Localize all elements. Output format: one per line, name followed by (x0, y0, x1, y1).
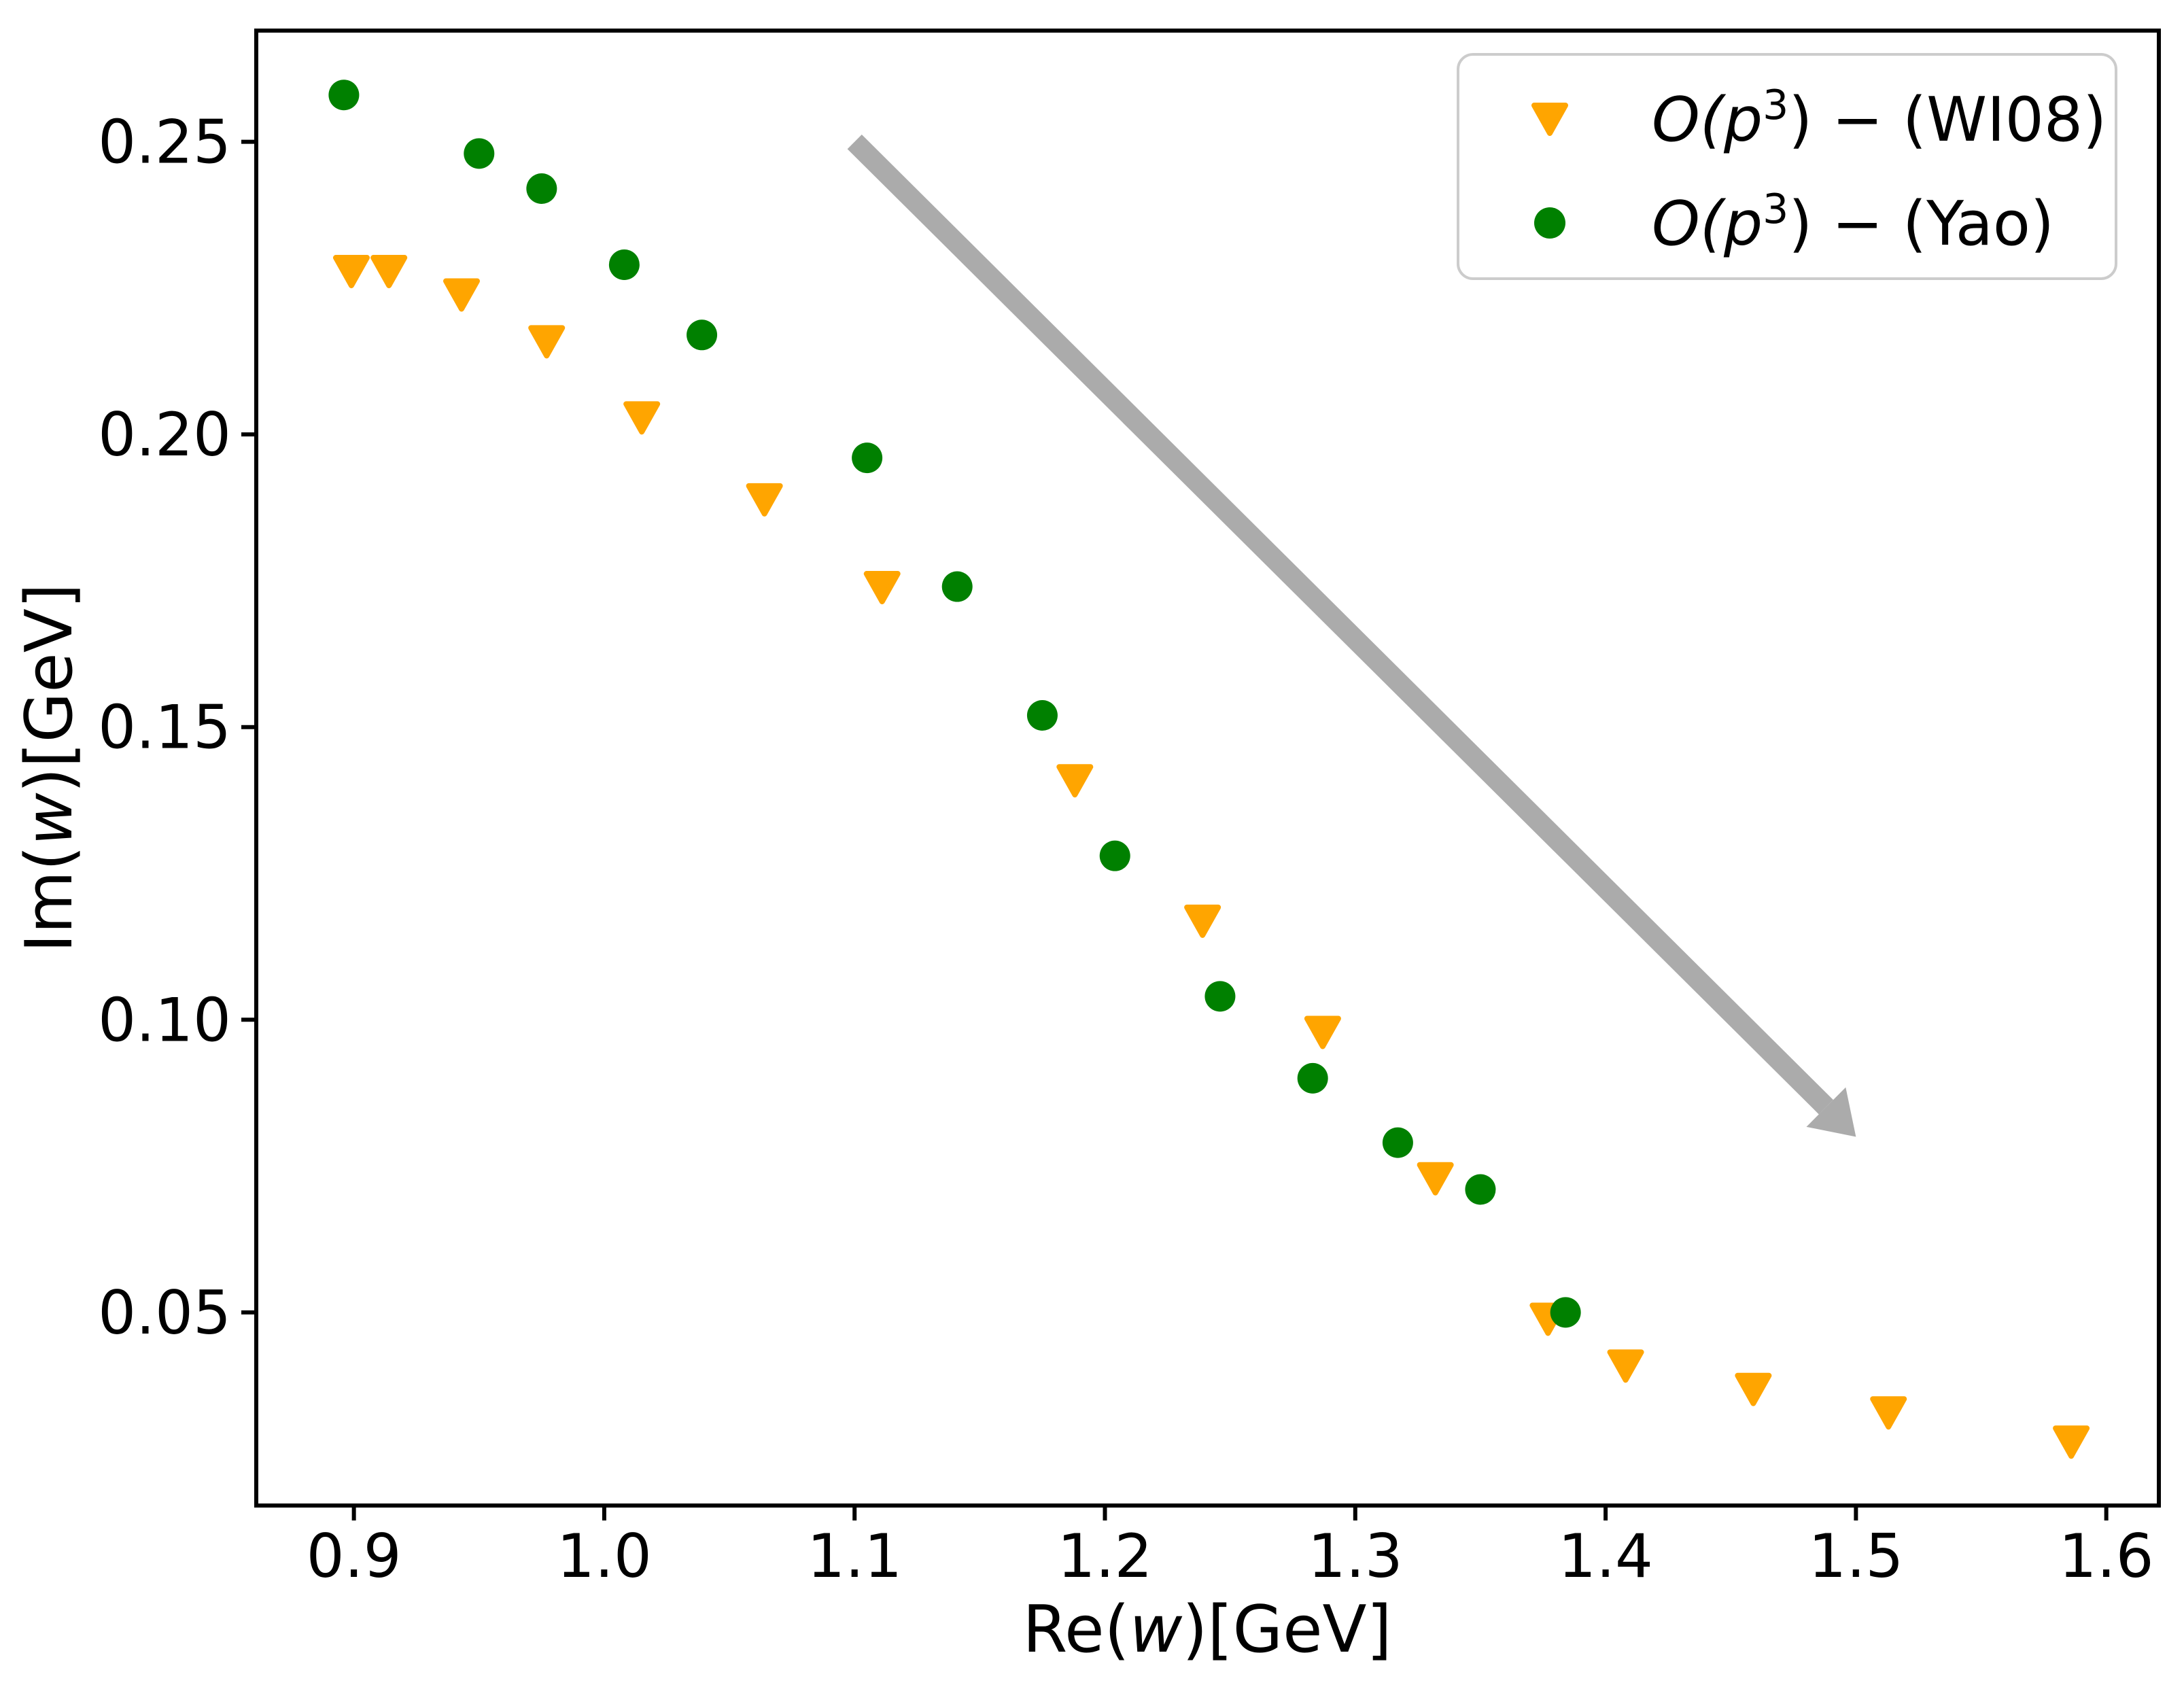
wi08-marker-3 (528, 325, 566, 359)
x-tick-label-4: 1.3 (1308, 1521, 1403, 1591)
x-tick-label-6: 1.5 (1808, 1521, 1903, 1591)
yao-marker-7 (1026, 700, 1058, 731)
legend-entry-wi08: O(p3) − (WI08) (1531, 82, 2107, 156)
yao-marker-10 (1297, 1062, 1328, 1094)
wi08-marker-10 (1417, 1162, 1454, 1196)
wi08-marker-4 (623, 401, 661, 435)
x-tick-label-7: 1.6 (2059, 1521, 2154, 1591)
x-axis-ticks: 0.9 1.0 1.1 1.2 1.3 1.4 1.5 1.6 (307, 1506, 2154, 1591)
x-tick-label-2: 1.1 (807, 1521, 902, 1591)
x-tick-label-1: 1.0 (557, 1521, 652, 1591)
x-tick-label-0: 0.9 (307, 1521, 402, 1591)
yao-marker-4 (687, 319, 718, 351)
x-tick-label-3: 1.2 (1058, 1521, 1153, 1591)
series-yao (328, 80, 1581, 1328)
wi08-marker-12 (1607, 1349, 1644, 1383)
plot-area (254, 29, 2161, 1508)
legend-label-yao: O(p3) − (Yao) (1652, 186, 2054, 260)
wi08-marker-7 (1056, 764, 1094, 798)
yao-marker-9 (1204, 981, 1236, 1012)
wi08-marker-6 (863, 571, 901, 605)
yao-marker-3 (608, 249, 640, 280)
triangle-down-icon (1531, 103, 1568, 136)
legend-frame (1457, 53, 2117, 280)
wi08-marker-1 (370, 255, 408, 289)
y-axis-label: Im(w)[GeV] (12, 583, 87, 953)
yao-marker-12 (1465, 1174, 1496, 1205)
series-wi08 (332, 255, 2090, 1459)
yao-marker-2 (526, 173, 557, 204)
trajectory-arrow (847, 134, 1856, 1137)
wi08-marker-8 (1184, 904, 1221, 938)
wi08-marker-14 (1870, 1396, 1907, 1430)
arrow-shaft (847, 134, 1833, 1115)
yao-marker-0 (328, 80, 360, 111)
arrow-head-icon (1806, 1087, 1856, 1137)
y-tick-label-3: 0.20 (98, 400, 231, 470)
wi08-marker-0 (332, 255, 370, 289)
yao-marker-11 (1382, 1127, 1413, 1158)
wi08-marker-9 (1304, 1015, 1341, 1049)
wi08-marker-13 (1735, 1372, 1772, 1406)
yao-marker-1 (464, 138, 495, 169)
legend-entry-yao: O(p3) − (Yao) (1534, 186, 2054, 260)
x-tick-label-5: 1.4 (1558, 1521, 1653, 1591)
wi08-marker-5 (746, 483, 783, 517)
yao-marker-8 (1099, 840, 1130, 871)
legend: O(p3) − (WI08) O(p3) − (Yao) (1457, 53, 2117, 280)
wi08-marker-2 (443, 278, 480, 312)
x-axis-label: Re(w)[GeV] (1022, 1593, 1391, 1667)
circle-icon (1534, 207, 1565, 239)
y-tick-label-1: 0.10 (98, 985, 231, 1055)
yao-marker-6 (941, 571, 973, 602)
yao-marker-5 (852, 442, 883, 474)
yao-marker-13 (1550, 1297, 1581, 1328)
y-axis-ticks: 0.05 0.10 0.15 0.20 0.25 (98, 107, 256, 1348)
legend-label-wi08: O(p3) − (WI08) (1652, 82, 2107, 156)
y-tick-label-0: 0.05 (98, 1278, 231, 1348)
wi08-marker-15 (2053, 1425, 2090, 1459)
y-tick-label-2: 0.15 (98, 693, 231, 763)
y-tick-label-4: 0.25 (98, 107, 231, 177)
